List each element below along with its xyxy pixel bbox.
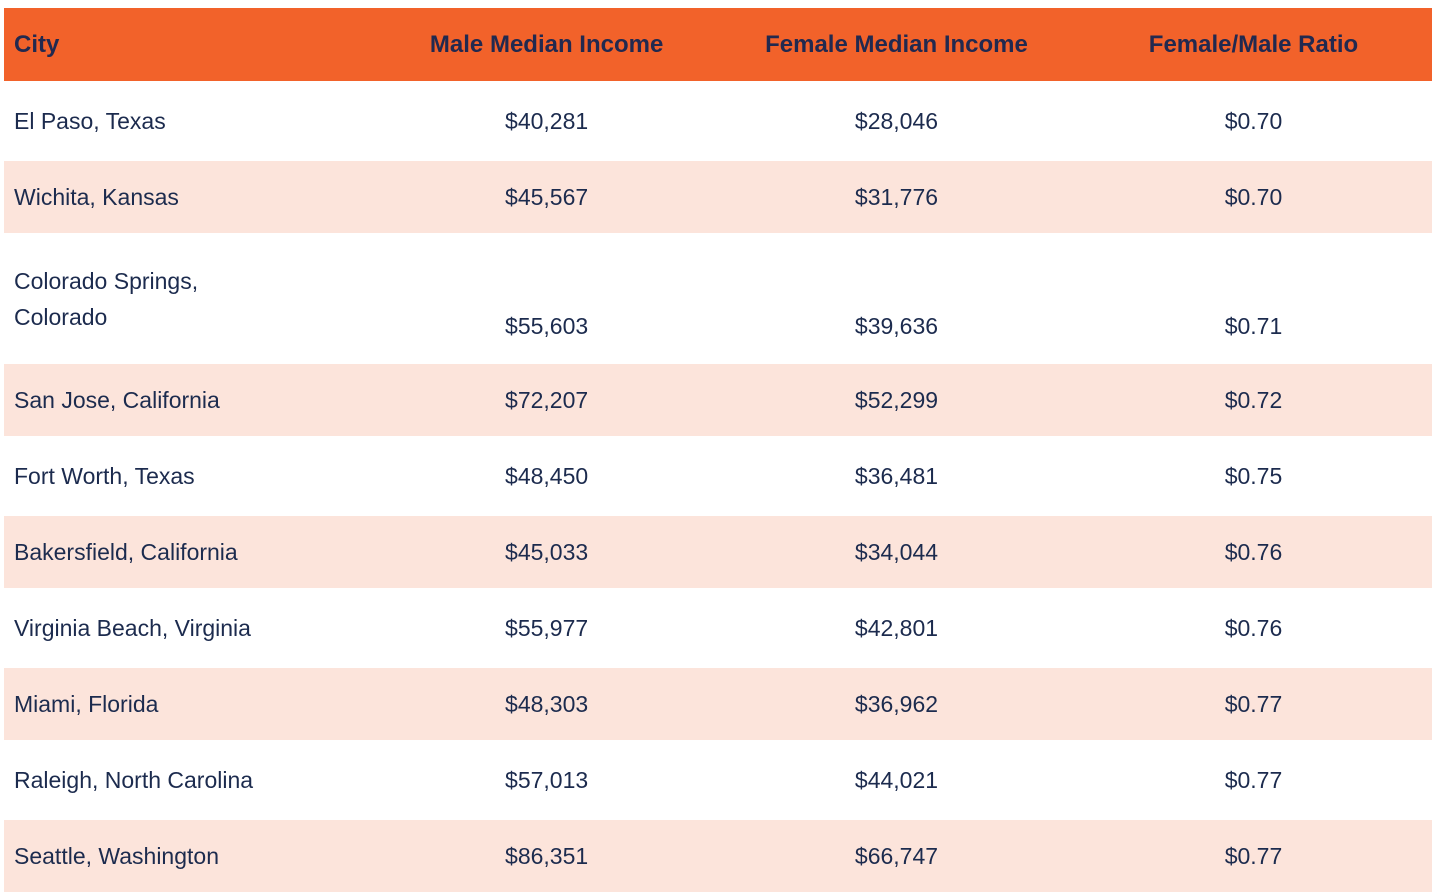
column-header-city: City [4,8,376,81]
cell-male: $72,207 [375,364,718,436]
cell-ratio: $0.75 [1074,440,1432,512]
cell-city: Seattle, Washington [4,820,376,892]
cell-ratio: $0.77 [1074,744,1432,816]
cell-ratio: $0.71 [1074,237,1432,360]
cell-city: Bakersfield, California [4,516,376,588]
table-header-row: City Male Median Income Female Median Inco… [4,8,1432,81]
table-row: Colorado Springs, Colorado $55,603 $39,636… [4,237,1432,360]
cell-female: $31,776 [717,161,1075,233]
cell-male: $86,351 [375,820,718,892]
cell-ratio: $0.77 [1074,668,1432,740]
cell-ratio: $0.70 [1074,85,1432,157]
cell-ratio: $0.70 [1074,161,1432,233]
cell-male: $40,281 [375,85,718,157]
cell-male: $48,303 [375,668,718,740]
table-body: El Paso, Texas $40,281 $28,046 $0.70 Wichita… [4,85,1432,892]
table-header: City Male Median Income Female Median Inco… [4,8,1432,81]
table-row: El Paso, Texas $40,281 $28,046 $0.70 [4,85,1432,157]
column-header-ratio: Female/Male Ratio [1074,8,1432,81]
column-header-male: Male Median Income [375,8,718,81]
cell-female: $66,747 [717,820,1075,892]
cell-female: $42,801 [717,592,1075,664]
cell-ratio: $0.72 [1074,364,1432,436]
cell-city: Fort Worth, Texas [4,440,376,512]
cell-male: $55,603 [375,237,718,360]
cell-male: $45,567 [375,161,718,233]
cell-female: $36,481 [717,440,1075,512]
table-row: Raleigh, North Carolina $57,013 $44,021 $0.… [4,744,1432,816]
cell-female: $52,299 [717,364,1075,436]
cell-ratio: $0.76 [1074,592,1432,664]
cell-city: Miami, Florida [4,668,376,740]
cell-city: Virginia Beach, Virginia [4,592,376,664]
table-row: Fort Worth, Texas $48,450 $36,481 $0.75 [4,440,1432,512]
table-row: Wichita, Kansas $45,567 $31,776 $0.70 [4,161,1432,233]
cell-city: San Jose, California [4,364,376,436]
cell-city: El Paso, Texas [4,85,376,157]
cell-male: $55,977 [375,592,718,664]
cell-female: $36,962 [717,668,1075,740]
table-row: Bakersfield, California $45,033 $34,044 $0.… [4,516,1432,588]
cell-city: Raleigh, North Carolina [4,744,376,816]
cell-city: Colorado Springs, Colorado [4,237,376,360]
cell-male: $57,013 [375,744,718,816]
table-row: Miami, Florida $48,303 $36,962 $0.77 [4,668,1432,740]
cell-female: $28,046 [717,85,1075,157]
cell-male: $45,033 [375,516,718,588]
cell-male: $48,450 [375,440,718,512]
cell-female: $44,021 [717,744,1075,816]
table-row: San Jose, California $72,207 $52,299 $0.72 [4,364,1432,436]
cell-female: $34,044 [717,516,1075,588]
income-table: City Male Median Income Female Median Inco… [4,4,1432,896]
table-row: Seattle, Washington $86,351 $66,747 $0.77 [4,820,1432,892]
cell-female: $39,636 [717,237,1075,360]
table-row: Virginia Beach, Virginia $55,977 $42,801 $0… [4,592,1432,664]
cell-ratio: $0.76 [1074,516,1432,588]
cell-ratio: $0.77 [1074,820,1432,892]
column-header-female: Female Median Income [717,8,1075,81]
cell-city: Wichita, Kansas [4,161,376,233]
